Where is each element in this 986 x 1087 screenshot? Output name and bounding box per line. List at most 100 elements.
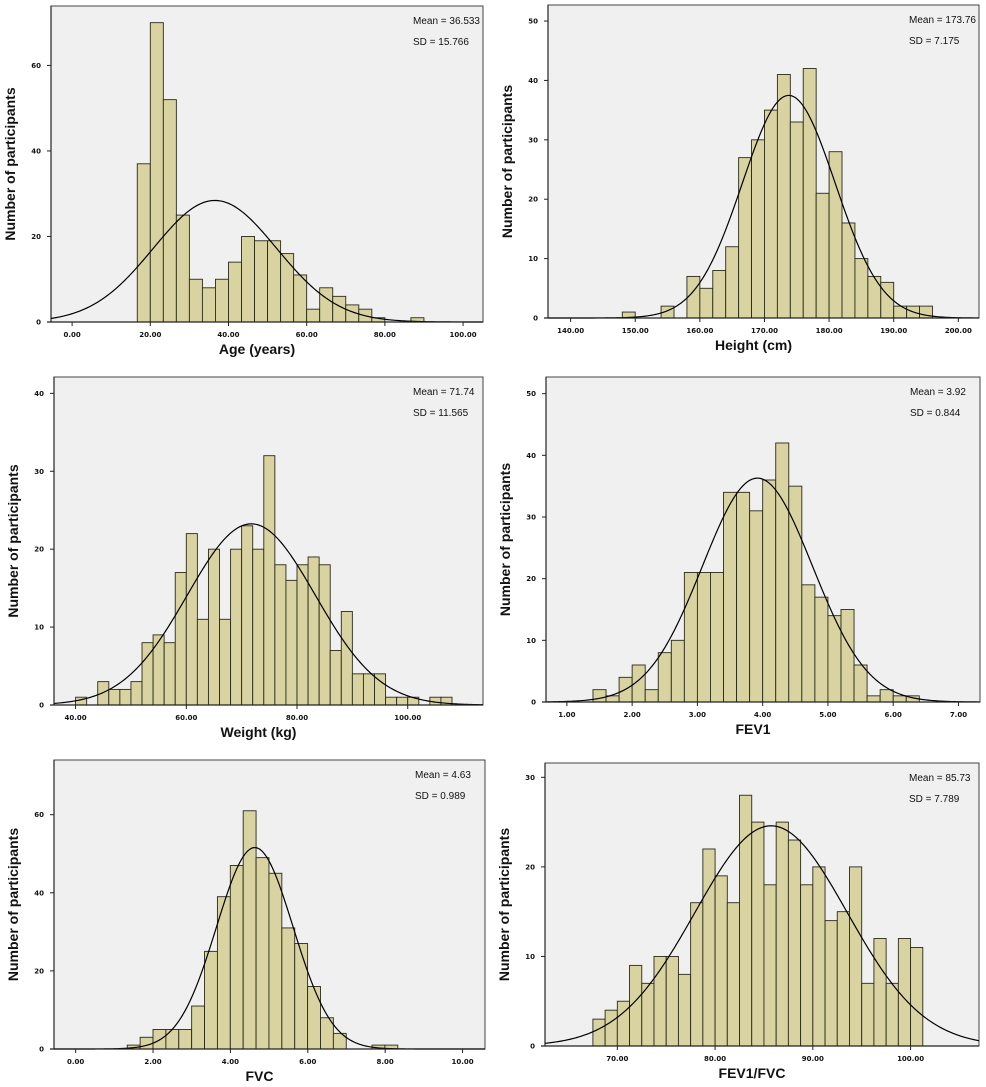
x-tick-label: 8.00 [377, 1058, 394, 1066]
x-axis-label: FEV1/FVC [719, 1065, 786, 1081]
histogram-bar [712, 270, 727, 319]
histogram-bar [751, 821, 765, 1047]
histogram-bar [861, 982, 875, 1047]
histogram-bar [592, 689, 607, 703]
histogram-bar [714, 875, 728, 1047]
mean-annotation: Mean = 85.73 [909, 773, 971, 784]
histogram-bar [827, 615, 842, 703]
histogram-bar [188, 278, 203, 323]
histogram-bar [812, 866, 826, 1047]
x-tick-label: 2.00 [144, 1058, 161, 1066]
histogram-bar [854, 258, 869, 319]
y-axis-label: Number of participants [496, 828, 512, 981]
x-tick-label: 100.00 [897, 1055, 924, 1063]
histogram-bar [306, 308, 321, 323]
x-axis-label: Age (years) [219, 341, 295, 357]
histogram-bar [97, 681, 110, 706]
x-tick-label: 100.00 [450, 331, 477, 339]
histogram-bar [340, 611, 353, 706]
histogram-bar [710, 572, 724, 703]
histogram-bar [892, 695, 907, 703]
histogram-bar [723, 491, 738, 703]
y-tick-label: 10 [526, 637, 536, 645]
x-tick-label: 3.00 [689, 711, 706, 719]
x-tick-label: 6.00 [885, 711, 902, 719]
histogram-bar [849, 866, 863, 1047]
histogram-bar [296, 564, 309, 706]
histogram-bar [764, 109, 778, 319]
y-tick-label: 10 [528, 255, 538, 263]
histogram-bar [175, 214, 190, 323]
sd-annotation: SD = 7.789 [909, 794, 960, 805]
y-tick-label: 20 [34, 546, 44, 554]
y-axis-label: Number of participants [499, 85, 515, 238]
histogram-bar [880, 281, 895, 319]
normal-curve [53, 523, 484, 706]
histogram-bar [351, 673, 364, 706]
y-tick-label: 20 [34, 967, 44, 975]
y-tick-label: 40 [34, 889, 44, 897]
histogram-bar [726, 902, 740, 1047]
histogram-bar [644, 689, 659, 703]
x-tick-label: 90.00 [802, 1055, 824, 1063]
histogram-bar [255, 857, 270, 1050]
histogram-bar [867, 275, 882, 319]
y-tick-label: 50 [528, 18, 538, 26]
x-tick-label: 1.00 [558, 711, 575, 719]
histogram-bar [749, 510, 764, 703]
x-tick-label: 80.00 [704, 1055, 726, 1063]
histogram-bar [814, 596, 829, 703]
histogram-bar [119, 688, 132, 706]
histogram-bar [274, 564, 287, 706]
x-tick-label: 0.00 [63, 331, 80, 339]
y-tick-label: 0 [39, 702, 44, 710]
sd-annotation: SD = 11.565 [413, 408, 469, 419]
histogram-bar [230, 548, 243, 706]
histogram-bar [702, 848, 716, 1047]
x-tick-label: 80.00 [374, 331, 396, 339]
y-tick-label: 30 [34, 468, 44, 476]
histogram-bar [739, 794, 753, 1047]
histogram-bar [215, 278, 229, 323]
histogram-bar [670, 639, 685, 703]
y-tick-label: 10 [34, 624, 44, 632]
y-tick-label: 0 [36, 319, 41, 327]
mean-annotation: Mean = 3.92 [910, 387, 966, 398]
histogram-bar [293, 274, 308, 323]
histogram-bar [163, 642, 176, 706]
histogram-bar [686, 275, 701, 319]
histogram-bar [725, 246, 740, 319]
histogram-bar [775, 442, 790, 703]
histogram-bar [204, 950, 218, 1050]
histogram-bar [207, 548, 220, 706]
histogram-bar [592, 1018, 606, 1047]
histogram-bar [873, 938, 887, 1047]
mean-annotation: Mean = 173.76 [909, 15, 976, 26]
histogram-bar [219, 618, 232, 706]
histogram-bar [841, 222, 856, 319]
histogram-bar [242, 810, 257, 1050]
histogram-bar [139, 1036, 154, 1050]
y-tick-label: 40 [31, 147, 41, 155]
histogram-bar [910, 947, 924, 1047]
x-tick-label: 4.00 [222, 1058, 239, 1066]
histogram-panel: 40.00 60.00 80.00 100.00 0 10 20 30 40 Number of … [5, 376, 484, 740]
histogram-bar [751, 139, 765, 319]
x-tick-label: 140.00 [557, 327, 584, 335]
normal-curve [545, 477, 981, 703]
histogram-bar [241, 236, 255, 323]
histogram-bar [228, 261, 242, 323]
mean-annotation: Mean = 4.63 [415, 770, 471, 781]
x-tick-label: 60.00 [296, 331, 318, 339]
x-tick-label: 40.00 [65, 714, 87, 722]
x-tick-label: 0.00 [67, 1058, 84, 1066]
histogram-bar [263, 455, 276, 706]
histogram-bar [385, 696, 398, 706]
y-tick-label: 40 [34, 390, 44, 398]
histogram-bar [318, 564, 331, 706]
x-tick-label: 60.00 [175, 714, 197, 722]
histogram-bar [604, 1009, 618, 1047]
histogram-bar [885, 982, 899, 1047]
mean-annotation: Mean = 71.74 [413, 387, 475, 398]
x-tick-label: 40.00 [217, 331, 239, 339]
